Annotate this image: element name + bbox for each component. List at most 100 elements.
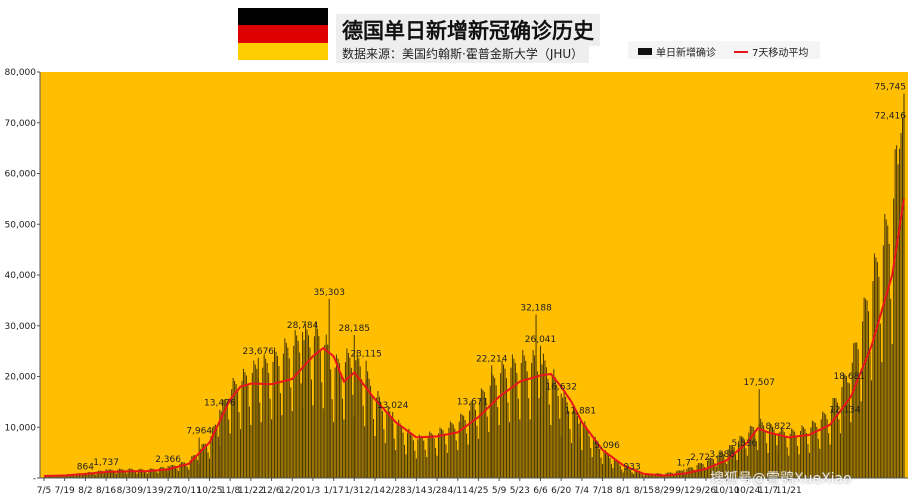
daily-bar bbox=[313, 336, 315, 478]
daily-bar bbox=[157, 473, 159, 478]
data-label: 32,188 bbox=[520, 304, 552, 314]
daily-bar bbox=[746, 455, 748, 478]
daily-bar bbox=[469, 410, 471, 478]
data-label: 13,024 bbox=[377, 401, 409, 411]
daily-bar bbox=[610, 463, 612, 478]
daily-bar bbox=[662, 474, 664, 478]
x-tick-label: 11/7 bbox=[758, 486, 778, 496]
daily-bar bbox=[819, 448, 821, 478]
daily-bar bbox=[489, 385, 491, 478]
x-tick-label: 8/1 bbox=[616, 486, 630, 496]
daily-bar bbox=[102, 471, 104, 478]
daily-bar bbox=[166, 470, 168, 478]
daily-bar bbox=[241, 380, 243, 478]
daily-bar bbox=[443, 433, 445, 478]
daily-bar bbox=[732, 445, 734, 478]
daily-bar bbox=[862, 321, 864, 478]
daily-bar bbox=[279, 393, 281, 478]
daily-bar bbox=[563, 391, 565, 478]
daily-bar bbox=[602, 464, 604, 478]
daily-bar bbox=[650, 473, 652, 478]
daily-bar bbox=[161, 467, 163, 478]
daily-bar bbox=[745, 448, 747, 478]
daily-bar bbox=[894, 149, 896, 478]
y-tick-label: 30,000 bbox=[5, 322, 37, 332]
daily-bar bbox=[285, 342, 287, 478]
daily-bar bbox=[87, 472, 89, 478]
daily-bar bbox=[121, 469, 123, 478]
data-label: 8,822 bbox=[766, 422, 792, 432]
daily-bar bbox=[625, 466, 627, 478]
data-label: 11,881 bbox=[565, 407, 597, 417]
daily-bar bbox=[375, 397, 377, 478]
daily-bar bbox=[61, 475, 63, 478]
x-tick-label: 11/21 bbox=[776, 486, 802, 496]
daily-bar bbox=[791, 428, 793, 478]
daily-bar bbox=[831, 409, 833, 478]
daily-bar bbox=[114, 472, 116, 478]
daily-bar bbox=[773, 429, 775, 478]
daily-bar bbox=[814, 422, 816, 478]
y-axis: - 10,000 20,000 30,000 40,000 50,000 60,000 70,… bbox=[5, 68, 41, 484]
daily-bar bbox=[55, 475, 57, 478]
data-label: 2,72 bbox=[690, 453, 710, 463]
daily-bar bbox=[624, 467, 626, 478]
daily-bar bbox=[576, 416, 578, 478]
data-label: 5,096 bbox=[594, 441, 620, 451]
daily-bar bbox=[684, 473, 686, 478]
data-label: 35,303 bbox=[313, 288, 345, 298]
daily-bar bbox=[390, 416, 392, 478]
daily-bar bbox=[893, 198, 895, 478]
daily-bar bbox=[838, 419, 840, 478]
peak-bar bbox=[105, 469, 107, 478]
daily-bar bbox=[486, 416, 488, 478]
daily-bar bbox=[138, 469, 140, 478]
daily-bar bbox=[841, 387, 843, 478]
daily-bar bbox=[529, 419, 531, 478]
daily-bar bbox=[473, 404, 475, 478]
daily-bar bbox=[835, 398, 837, 478]
data-label: 28,784 bbox=[287, 321, 319, 331]
daily-bar bbox=[151, 468, 153, 478]
daily-bar bbox=[263, 354, 265, 478]
peak-bar bbox=[606, 452, 608, 478]
daily-bar bbox=[426, 457, 428, 478]
daily-bar bbox=[637, 471, 639, 478]
daily-bar bbox=[183, 462, 185, 478]
daily-case-bars bbox=[43, 93, 905, 479]
daily-bar bbox=[155, 471, 157, 478]
daily-bar bbox=[823, 412, 825, 478]
daily-bar bbox=[274, 347, 276, 478]
daily-bar bbox=[143, 470, 145, 478]
daily-bar bbox=[402, 432, 404, 478]
daily-bar bbox=[276, 355, 278, 478]
daily-bar bbox=[505, 377, 508, 478]
daily-bar bbox=[856, 342, 858, 478]
daily-bar bbox=[896, 145, 898, 478]
flag-stripe-gold bbox=[238, 42, 328, 60]
daily-bar bbox=[398, 419, 400, 478]
daily-bar bbox=[433, 438, 435, 479]
daily-bar bbox=[461, 414, 463, 478]
daily-bar bbox=[523, 355, 525, 478]
x-tick-label: 7/4 bbox=[575, 486, 590, 496]
peak-bar bbox=[472, 408, 474, 478]
daily-bar bbox=[225, 399, 227, 478]
chart-header: 德国单日新增新冠确诊历史 数据来源：美国约翰斯·霍普金斯大学（JHU） 单日新增… bbox=[0, 0, 917, 68]
data-label: 13,476 bbox=[204, 399, 236, 409]
daily-bar bbox=[287, 347, 289, 478]
peak-bar bbox=[328, 298, 330, 478]
daily-bar bbox=[695, 471, 697, 478]
daily-bar bbox=[169, 466, 171, 478]
daily-bar bbox=[730, 445, 732, 478]
daily-bar bbox=[594, 436, 596, 478]
data-label: 1,7 bbox=[677, 458, 691, 468]
x-axis: 7/5 7/19 8/2 8/16 8/30 9/13 9/2710/1110/2511/8… bbox=[37, 477, 908, 496]
data-label: 13,671 bbox=[457, 398, 489, 408]
daily-bar bbox=[208, 458, 211, 478]
daily-bar bbox=[727, 449, 729, 478]
daily-bar bbox=[383, 429, 385, 478]
daily-bar bbox=[355, 360, 357, 478]
daily-bar bbox=[729, 444, 731, 478]
daily-bar bbox=[885, 219, 887, 479]
